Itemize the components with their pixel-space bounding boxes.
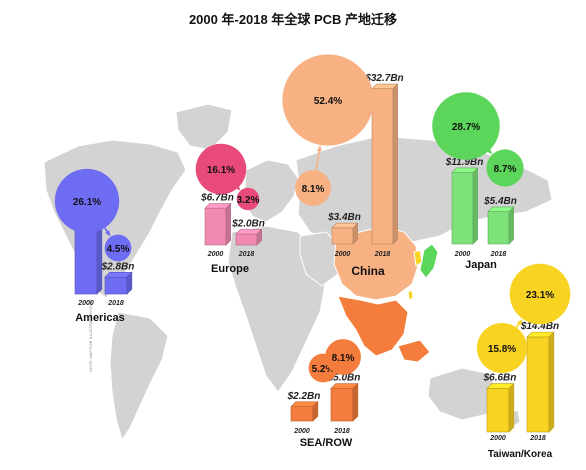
- japan-share-label-2000: 28.7%: [452, 122, 480, 133]
- americas-year-label-2018: 2018: [107, 300, 124, 307]
- chart-marks: $10.9Bn2000$2.8Bn201826.1%4.5%Americas$6…: [54, 54, 571, 460]
- taiwan-share-circle-2000: [476, 322, 528, 374]
- taiwan-share-label-2018: 23.1%: [526, 290, 554, 301]
- map-sea-islands: [397, 339, 431, 363]
- map-japan: [419, 243, 439, 279]
- map-south-america: [109, 311, 169, 442]
- taiwan-value-label-2000: $6.6Bn: [483, 373, 517, 384]
- map-sea-row: [337, 295, 409, 357]
- map-greenland: [175, 103, 233, 151]
- europe-value-label-2018: $2.0Bn: [231, 218, 265, 229]
- japan-bar-2018: [487, 206, 515, 245]
- japan-year-label-2000: 2000: [454, 251, 471, 258]
- map-korea: [413, 249, 423, 267]
- americas-share-arrowhead: [105, 230, 111, 237]
- americas-share-label-2018: 4.5%: [107, 244, 130, 255]
- europe-region-name: Europe: [211, 263, 249, 275]
- europe-year-label-2018: 2018: [238, 251, 255, 258]
- americas-share-circle-2018: [104, 234, 132, 262]
- americas-bar-2000: [74, 223, 103, 295]
- china-share-arrowhead: [316, 144, 322, 152]
- taiwan-bar-2018: [526, 331, 555, 433]
- chart-title: 2000 年-2018 年全球 PCB 产地迁移: [189, 12, 397, 27]
- europe-share-label-2018: 3.2%: [237, 195, 260, 206]
- europe-bar-2000: [204, 202, 232, 246]
- taiwan-share-arrowhead: [516, 318, 523, 326]
- china-region-name: China: [351, 264, 385, 278]
- taiwan-region-name: Taiwan/Korea: [488, 449, 553, 460]
- japan-share-circle-2000: [432, 92, 500, 160]
- taiwan-share-circle-2018: [509, 263, 571, 325]
- americas-region-name: Americas: [75, 312, 125, 324]
- taiwan-year-label-2000: 2000: [489, 435, 506, 442]
- japan-bar-2000: [451, 167, 479, 245]
- taiwan-bar-2000: [486, 382, 515, 433]
- china-value-label-2000: $3.4Bn: [327, 212, 361, 223]
- japan-share-arrowhead: [486, 148, 493, 155]
- sea-bar-2000: [290, 401, 319, 422]
- europe-share-circle-2018: [236, 187, 260, 211]
- china-value-label-2018: $32.7Bn: [364, 73, 403, 84]
- americas-share-label-2000: 26.1%: [73, 197, 101, 208]
- china-share-circle-2018: [282, 54, 374, 146]
- americas-bar-2018: [104, 271, 133, 295]
- japan-share-label-2018: 8.7%: [494, 164, 517, 175]
- japan-region-name: Japan: [465, 259, 497, 271]
- china-share-circle-2000: [295, 170, 331, 206]
- europe-share-circle-2000: [195, 143, 247, 195]
- map-middle-east: [299, 231, 343, 287]
- china-bar-2018: [371, 83, 399, 245]
- europe-year-label-2000: 2000: [207, 251, 224, 258]
- china-bar-2000: [331, 222, 359, 245]
- sea-region-name: SEA/ROW: [300, 437, 353, 449]
- taiwan-share-label-2000: 15.8%: [488, 344, 516, 355]
- sea-year-label-2018: 2018: [333, 428, 350, 435]
- europe-value-label-2000: $6.7Bn: [200, 193, 234, 204]
- japan-year-label-2018: 2018: [490, 251, 507, 258]
- europe-share-label-2000: 16.1%: [207, 165, 235, 176]
- sea-year-label-2000: 2000: [293, 428, 310, 435]
- europe-bar-2018: [235, 228, 263, 246]
- sea-share-circle-2018: [325, 339, 361, 375]
- japan-value-label-2000: $11.9Bn: [445, 157, 484, 168]
- china-year-label-2018: 2018: [374, 251, 391, 258]
- china-share-label-2018: 52.4%: [314, 96, 342, 107]
- americas-share-circle-2000: [54, 168, 120, 234]
- sea-bar-2018: [330, 382, 359, 422]
- taiwan-year-label-2018: 2018: [529, 435, 546, 442]
- sea-share-label-2018: 8.1%: [332, 353, 355, 364]
- taiwan-value-label-2018: $14.4Bn: [520, 321, 559, 332]
- china-year-label-2000: 2000: [334, 251, 351, 258]
- americas-value-label-2018: $2.8Bn: [101, 261, 135, 272]
- sea-share-label-2000: 5.2%: [312, 364, 335, 375]
- sea-value-label-2000: $2.2Bn: [287, 391, 321, 402]
- map-taiwan: [407, 289, 414, 301]
- japan-share-circle-2018: [486, 149, 524, 187]
- americas-year-label-2000: 2000: [77, 300, 94, 307]
- japan-value-label-2018: $5.4Bn: [483, 196, 517, 207]
- sea-value-label-2018: $5.0Bn: [327, 373, 361, 384]
- china-share-label-2000: 8.1%: [302, 184, 325, 195]
- map-credit: NOTE: MAP FOR ILLUSTRATION ONLY: [88, 299, 93, 372]
